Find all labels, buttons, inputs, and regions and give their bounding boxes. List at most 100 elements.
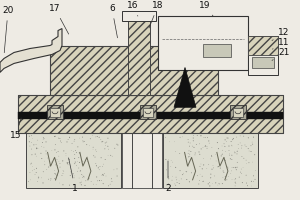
Point	[64, 152, 68, 155]
Point	[66, 138, 70, 141]
Point	[178, 136, 182, 139]
Point	[232, 178, 236, 181]
Point	[201, 180, 206, 183]
Text: 17: 17	[49, 4, 69, 34]
Point	[220, 149, 225, 152]
Point	[187, 153, 192, 156]
Text: 1: 1	[69, 158, 78, 193]
Point	[80, 160, 85, 163]
Point	[98, 138, 103, 141]
Point	[247, 161, 251, 164]
Text: 11: 11	[272, 38, 290, 49]
Point	[181, 172, 186, 175]
Point	[44, 152, 49, 156]
Point	[237, 176, 242, 179]
Point	[229, 144, 234, 147]
Point	[93, 155, 98, 159]
Point	[44, 140, 48, 143]
Point	[60, 159, 65, 162]
Point	[94, 175, 99, 179]
Point	[97, 168, 102, 171]
Point	[80, 173, 85, 177]
Point	[223, 138, 227, 141]
Point	[226, 144, 231, 148]
Point	[48, 164, 52, 167]
Point	[106, 137, 110, 140]
Point	[30, 169, 35, 172]
Point	[56, 150, 61, 153]
Point	[234, 168, 239, 171]
Point	[250, 143, 255, 146]
Point	[223, 159, 227, 162]
Point	[199, 147, 204, 151]
Point	[242, 157, 246, 160]
Point	[230, 154, 234, 157]
Point	[174, 176, 178, 179]
Point	[166, 158, 171, 161]
Point	[53, 173, 58, 176]
Point	[29, 162, 34, 165]
Bar	[248, 36, 278, 75]
Point	[233, 184, 238, 187]
Point	[108, 154, 113, 157]
Point	[116, 143, 120, 147]
Point	[252, 153, 257, 156]
Point	[169, 159, 173, 162]
Point	[224, 178, 229, 181]
Point	[230, 166, 235, 169]
Point	[195, 134, 200, 137]
Point	[115, 174, 119, 178]
Point	[226, 136, 230, 140]
Point	[200, 180, 205, 183]
Point	[65, 161, 70, 164]
Point	[172, 140, 177, 143]
Point	[246, 147, 250, 150]
Point	[44, 168, 49, 171]
Point	[221, 171, 226, 174]
Point	[241, 135, 246, 138]
Point	[39, 157, 44, 160]
Point	[235, 161, 240, 164]
Point	[210, 182, 214, 185]
Point	[227, 154, 232, 157]
Point	[228, 157, 233, 160]
Point	[186, 141, 191, 144]
Point	[244, 174, 248, 177]
Point	[177, 182, 182, 185]
Point	[207, 184, 212, 188]
Point	[215, 183, 220, 187]
Point	[58, 162, 62, 165]
Point	[186, 155, 191, 158]
Point	[217, 182, 221, 185]
Point	[101, 174, 106, 177]
Point	[231, 166, 236, 169]
Bar	[254, 95, 283, 133]
Point	[247, 149, 251, 153]
Point	[253, 169, 258, 172]
Point	[178, 169, 182, 172]
Point	[103, 158, 108, 161]
Point	[38, 152, 43, 155]
Point	[188, 155, 192, 158]
Point	[79, 180, 84, 183]
Point	[115, 143, 119, 146]
Point	[73, 149, 78, 152]
Point	[193, 151, 198, 155]
Point	[216, 147, 221, 150]
Point	[48, 179, 53, 182]
Point	[65, 162, 70, 165]
Point	[230, 138, 235, 141]
Point	[164, 168, 169, 171]
Point	[235, 150, 240, 153]
Point	[67, 158, 72, 161]
Point	[68, 174, 73, 177]
Point	[98, 165, 102, 168]
Point	[41, 170, 46, 173]
Point	[55, 164, 60, 167]
Point	[58, 166, 62, 169]
Point	[103, 174, 108, 178]
Point	[84, 143, 89, 146]
Point	[70, 172, 75, 175]
Point	[42, 163, 47, 166]
Point	[53, 178, 58, 182]
